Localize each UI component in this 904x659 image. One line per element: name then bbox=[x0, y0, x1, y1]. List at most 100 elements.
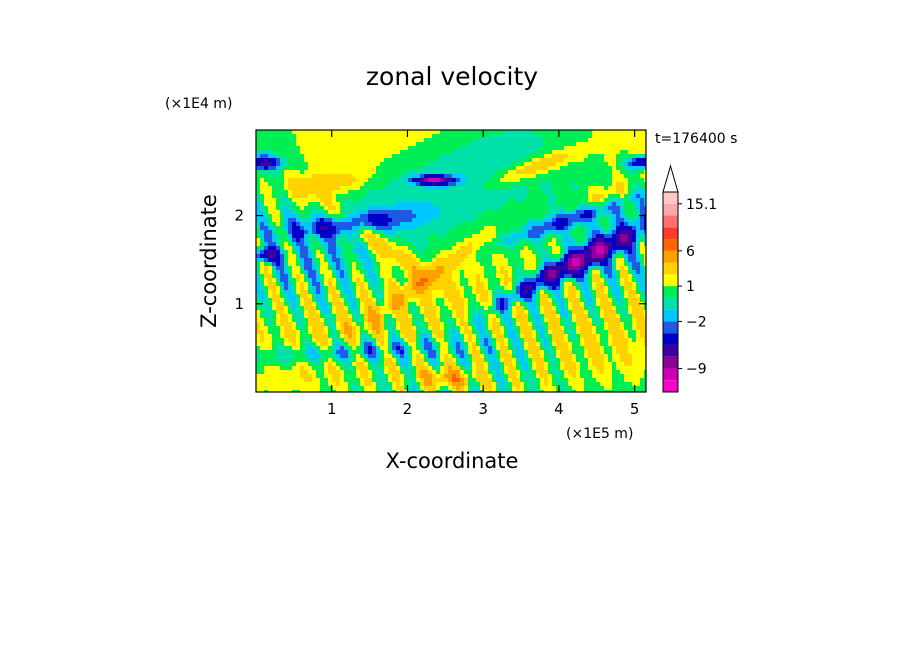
field-cell bbox=[432, 226, 436, 230]
field-cell bbox=[420, 298, 424, 302]
field-cell bbox=[432, 314, 436, 318]
field-cell bbox=[456, 310, 460, 314]
field-cell bbox=[436, 146, 440, 150]
field-cell bbox=[444, 206, 448, 210]
field-cell bbox=[444, 270, 448, 274]
field-cell bbox=[288, 150, 292, 154]
field-cell bbox=[420, 266, 424, 270]
field-cell bbox=[512, 238, 516, 242]
field-cell bbox=[424, 142, 428, 146]
field-cell bbox=[340, 322, 344, 326]
field-cell bbox=[300, 198, 304, 202]
field-cell bbox=[632, 298, 636, 302]
field-cell bbox=[400, 202, 404, 206]
field-cell bbox=[596, 222, 600, 226]
field-cell bbox=[484, 198, 488, 202]
field-cell bbox=[348, 178, 352, 182]
field-cell bbox=[288, 246, 292, 250]
field-cell bbox=[508, 206, 512, 210]
field-cell bbox=[372, 158, 376, 162]
field-cell bbox=[352, 274, 356, 278]
field-cell bbox=[576, 174, 580, 178]
field-cell bbox=[340, 230, 344, 234]
field-cell bbox=[404, 318, 408, 322]
field-cell bbox=[536, 270, 540, 274]
field-cell bbox=[316, 318, 320, 322]
field-cell bbox=[528, 130, 532, 134]
field-cell bbox=[492, 202, 496, 206]
field-cell bbox=[256, 282, 260, 286]
field-cell bbox=[432, 322, 436, 326]
field-cell bbox=[560, 178, 564, 182]
field-cell bbox=[328, 254, 332, 258]
field-cell bbox=[612, 158, 616, 162]
field-cell bbox=[404, 142, 408, 146]
field-cell bbox=[632, 218, 636, 222]
field-cell bbox=[300, 162, 304, 166]
field-cell bbox=[464, 238, 468, 242]
field-cell bbox=[264, 258, 268, 262]
field-cell bbox=[496, 278, 500, 282]
field-cell bbox=[364, 222, 368, 226]
field-cell bbox=[332, 210, 336, 214]
field-cell bbox=[572, 186, 576, 190]
field-cell bbox=[500, 270, 504, 274]
field-cell bbox=[428, 266, 432, 270]
field-cell bbox=[460, 150, 464, 154]
field-cell bbox=[644, 306, 646, 310]
field-cell bbox=[424, 238, 428, 242]
field-cell bbox=[472, 218, 476, 222]
field-cell bbox=[612, 242, 616, 246]
field-cell bbox=[376, 326, 380, 330]
field-cell bbox=[524, 166, 528, 170]
field-cell bbox=[316, 278, 320, 282]
field-cell bbox=[464, 254, 468, 258]
field-cell bbox=[340, 138, 344, 142]
field-cell bbox=[568, 142, 572, 146]
field-cell bbox=[600, 142, 604, 146]
field-cell bbox=[332, 166, 336, 170]
field-cell bbox=[448, 258, 452, 262]
field-cell bbox=[576, 274, 580, 278]
field-cell bbox=[460, 266, 464, 270]
field-cell bbox=[352, 218, 356, 222]
field-cell bbox=[628, 150, 632, 154]
field-cell bbox=[264, 134, 268, 138]
field-cell bbox=[416, 322, 420, 326]
field-cell bbox=[592, 274, 596, 278]
field-cell bbox=[520, 302, 524, 306]
field-cell bbox=[432, 238, 436, 242]
field-cell bbox=[440, 202, 444, 206]
field-cell bbox=[536, 306, 540, 310]
field-cell bbox=[496, 254, 500, 258]
field-cell bbox=[368, 262, 372, 266]
field-cell bbox=[368, 206, 372, 210]
field-cell bbox=[440, 326, 444, 330]
field-cell bbox=[332, 186, 336, 190]
field-cell bbox=[356, 162, 360, 166]
field-cell bbox=[416, 230, 420, 234]
field-cell bbox=[360, 254, 364, 258]
field-cell bbox=[292, 262, 296, 266]
field-cell bbox=[568, 242, 572, 246]
field-cell bbox=[568, 162, 572, 166]
field-cell bbox=[548, 170, 552, 174]
field-cell bbox=[392, 166, 396, 170]
field-cell bbox=[296, 278, 300, 282]
field-cell bbox=[344, 230, 348, 234]
field-cell bbox=[312, 246, 316, 250]
field-cell bbox=[344, 186, 348, 190]
field-cell bbox=[464, 286, 468, 290]
field-cell bbox=[392, 158, 396, 162]
field-cell bbox=[484, 270, 488, 274]
field-cell bbox=[632, 314, 636, 318]
field-cell bbox=[532, 206, 536, 210]
field-cell bbox=[616, 314, 620, 318]
field-cell bbox=[612, 306, 616, 310]
field-cell bbox=[500, 262, 504, 266]
field-cell bbox=[316, 214, 320, 218]
field-cell bbox=[340, 142, 344, 146]
field-cell bbox=[276, 266, 280, 270]
field-cell bbox=[364, 326, 368, 330]
field-cell bbox=[256, 154, 260, 158]
